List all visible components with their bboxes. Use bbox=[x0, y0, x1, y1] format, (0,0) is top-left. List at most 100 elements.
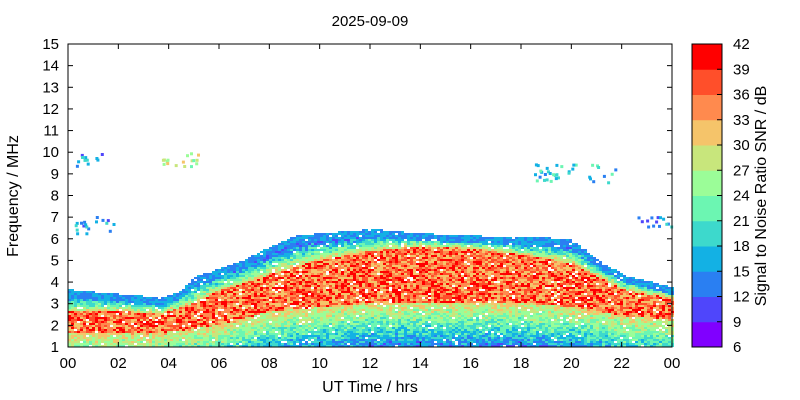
heatmap-cell bbox=[359, 241, 362, 243]
heatmap-cell bbox=[188, 301, 191, 303]
heatmap-cell bbox=[386, 337, 389, 339]
heatmap-cell bbox=[110, 339, 113, 341]
heatmap-cell bbox=[194, 287, 197, 289]
heatmap-cell bbox=[413, 333, 416, 335]
heatmap-cell bbox=[314, 273, 317, 275]
heatmap-cell bbox=[395, 275, 398, 277]
heatmap-cell bbox=[161, 323, 164, 325]
heatmap-cell bbox=[275, 299, 278, 301]
heatmap-cell bbox=[371, 259, 374, 261]
heatmap-cell bbox=[308, 309, 311, 311]
heatmap-cell bbox=[299, 319, 302, 321]
heatmap-cell bbox=[425, 265, 428, 267]
heatmap-cell bbox=[236, 273, 239, 275]
heatmap-cell bbox=[320, 249, 323, 251]
heatmap-cell bbox=[197, 335, 200, 337]
heatmap-cell bbox=[86, 345, 89, 347]
heatmap-cell bbox=[287, 329, 290, 331]
heatmap-cell bbox=[323, 239, 326, 241]
heatmap-cell bbox=[326, 289, 329, 291]
heatmap-cell bbox=[68, 325, 71, 327]
heatmap-cell bbox=[305, 345, 308, 347]
heatmap-cell bbox=[422, 251, 425, 253]
heatmap-cell bbox=[77, 335, 80, 337]
heatmap-cell bbox=[404, 241, 407, 243]
heatmap-cell bbox=[380, 245, 383, 247]
heatmap-cell bbox=[368, 329, 371, 331]
heatmap-cell bbox=[188, 293, 191, 295]
heatmap-cell bbox=[68, 319, 71, 321]
heatmap-cell bbox=[410, 271, 413, 273]
heatmap-cell bbox=[233, 305, 236, 307]
heatmap-cell bbox=[146, 299, 149, 301]
heatmap-cell bbox=[257, 253, 260, 255]
heatmap-cell bbox=[266, 319, 269, 321]
heatmap-cell bbox=[359, 253, 362, 255]
heatmap-cell bbox=[371, 321, 374, 323]
heatmap-cell bbox=[296, 267, 299, 269]
heatmap-cell bbox=[329, 343, 332, 345]
heatmap-cell bbox=[158, 339, 161, 341]
heatmap-cell bbox=[371, 295, 374, 297]
heatmap-cell bbox=[362, 259, 365, 261]
heatmap-cell bbox=[227, 311, 230, 313]
heatmap-cell bbox=[407, 329, 410, 331]
heatmap-cell bbox=[236, 281, 239, 283]
heatmap-cell bbox=[239, 277, 242, 279]
heatmap-cell bbox=[386, 321, 389, 323]
heatmap-cell bbox=[176, 331, 179, 333]
heatmap-cell bbox=[155, 343, 158, 345]
heatmap-cell bbox=[206, 321, 209, 323]
heatmap-cell bbox=[386, 259, 389, 261]
heatmap-cell bbox=[374, 257, 377, 259]
heatmap-cell bbox=[68, 317, 71, 319]
heatmap-cell bbox=[278, 317, 281, 319]
heatmap-cell bbox=[329, 309, 332, 311]
heatmap-cell bbox=[332, 315, 335, 317]
heatmap-cell bbox=[251, 321, 254, 323]
heatmap-cell bbox=[359, 231, 362, 233]
heatmap-cell bbox=[155, 299, 158, 301]
heatmap-cell bbox=[353, 233, 356, 235]
heatmap-cell bbox=[356, 287, 359, 289]
heatmap-cell bbox=[362, 273, 365, 275]
heatmap-cell bbox=[416, 245, 419, 247]
heatmap-cell bbox=[410, 335, 413, 337]
heatmap-cell bbox=[272, 313, 275, 315]
heatmap-cell bbox=[341, 319, 344, 321]
heatmap-cell bbox=[266, 313, 269, 315]
heatmap-cell bbox=[341, 235, 344, 237]
heatmap-cell bbox=[353, 257, 356, 259]
heatmap-cell bbox=[395, 329, 398, 331]
heatmap-cell bbox=[149, 309, 152, 311]
heatmap-cell bbox=[320, 281, 323, 283]
heatmap-cell bbox=[155, 311, 158, 313]
heatmap-cell bbox=[233, 309, 236, 311]
heatmap-cell bbox=[344, 257, 347, 259]
heatmap-cell bbox=[248, 279, 251, 281]
heatmap-cell bbox=[260, 301, 263, 303]
heatmap-cell bbox=[269, 267, 272, 269]
heatmap-cell bbox=[422, 259, 425, 261]
heatmap-cell bbox=[371, 343, 374, 345]
heatmap-cell bbox=[404, 265, 407, 267]
heatmap-cell bbox=[266, 281, 269, 283]
heatmap-cell bbox=[269, 313, 272, 315]
heatmap-cell bbox=[344, 249, 347, 251]
heatmap-cell bbox=[305, 297, 308, 299]
heatmap-cell bbox=[302, 253, 305, 255]
heatmap-cell bbox=[422, 311, 425, 313]
heatmap-cell bbox=[356, 327, 359, 329]
heatmap-cell bbox=[173, 301, 176, 303]
heatmap-cell bbox=[311, 281, 314, 283]
heatmap-cell bbox=[143, 327, 146, 329]
heatmap-cell bbox=[131, 329, 134, 331]
heatmap-cell bbox=[188, 317, 191, 319]
heatmap-cell bbox=[308, 281, 311, 283]
heatmap-cell bbox=[287, 249, 290, 251]
heatmap-cell bbox=[230, 313, 233, 315]
heatmap-cell bbox=[323, 321, 326, 323]
heatmap-cell bbox=[326, 291, 329, 293]
heatmap-cell bbox=[374, 229, 377, 231]
heatmap-cell bbox=[224, 311, 227, 313]
